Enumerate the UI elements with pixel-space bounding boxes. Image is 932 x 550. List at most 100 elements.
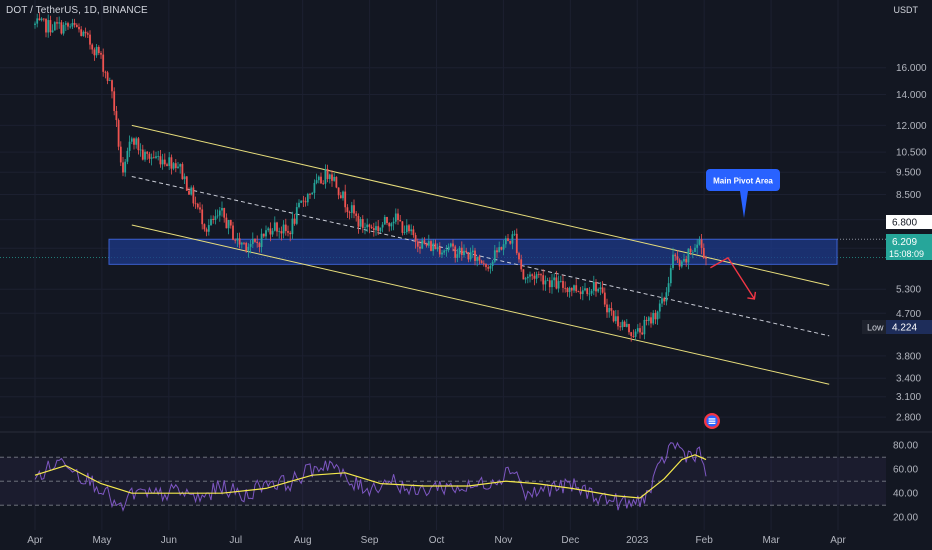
candle	[485, 263, 487, 271]
rsi-ma-line	[34, 454, 707, 499]
candle	[106, 70, 109, 85]
candle	[427, 234, 430, 248]
candle	[185, 175, 188, 191]
candle	[445, 245, 448, 257]
candle	[397, 208, 399, 225]
candle	[592, 275, 595, 296]
candle	[84, 27, 87, 38]
candle	[557, 275, 560, 293]
symbol-title[interactable]: DOT / TetherUS, 1D, BINANCE	[6, 5, 148, 16]
candle	[584, 282, 586, 292]
time-axis[interactable]: Apr May Jun Jul Aug Sep Oct Nov Dec 2023 Feb Mar Apr	[27, 535, 846, 546]
candle	[449, 242, 452, 248]
candle	[335, 176, 338, 189]
time-tick-label: Oct	[429, 535, 445, 546]
candle	[630, 331, 633, 342]
flag-icon[interactable]	[704, 413, 720, 429]
candle	[278, 227, 281, 239]
candle	[364, 222, 366, 235]
candle	[126, 147, 129, 165]
candle	[463, 244, 465, 258]
candle	[273, 216, 276, 232]
candle	[399, 215, 402, 222]
candle	[93, 47, 96, 61]
candle	[210, 215, 212, 226]
time-tick-label: Dec	[561, 535, 579, 546]
candle	[386, 216, 388, 226]
candle	[342, 190, 344, 201]
candle	[460, 241, 463, 261]
channel-upper-line	[131, 124, 830, 286]
candle	[42, 18, 45, 22]
candle	[82, 30, 85, 37]
candle	[179, 163, 182, 174]
svg-text:Low: Low	[867, 323, 884, 333]
candle	[260, 228, 263, 253]
candle	[661, 292, 663, 307]
candle	[612, 310, 615, 323]
candle	[577, 290, 580, 293]
candle	[300, 200, 303, 204]
candle	[258, 241, 261, 253]
candle	[170, 154, 173, 175]
candle	[663, 296, 666, 306]
candle	[232, 221, 234, 241]
candle	[100, 51, 102, 59]
price-tick-label: 5.300	[896, 285, 921, 296]
candle	[243, 242, 245, 245]
candle	[159, 150, 162, 168]
candle	[652, 310, 655, 326]
candle	[58, 16, 61, 29]
last-price-tag: 6.209 15:08:09	[886, 234, 932, 260]
candle	[60, 19, 63, 35]
rsi-tick-label: 60.00	[893, 465, 918, 476]
candle	[590, 288, 593, 296]
svg-text:6.209: 6.209	[892, 237, 917, 248]
candle	[289, 230, 292, 242]
candle	[194, 196, 197, 209]
projection-arrow	[710, 256, 757, 300]
pivot-callout[interactable]: Main Pivot Area	[706, 169, 780, 218]
candle	[471, 245, 474, 258]
price-tick-label: 16.000	[896, 63, 927, 74]
candle	[113, 87, 116, 116]
candle	[700, 234, 703, 255]
candle	[469, 247, 472, 262]
candle	[302, 195, 305, 208]
candle	[588, 287, 591, 301]
callout-text: Main Pivot Area	[713, 177, 773, 186]
candle	[339, 192, 342, 199]
pivot-price-tag: 6.800	[886, 215, 932, 229]
candle	[496, 247, 498, 259]
candle	[617, 310, 619, 330]
candle	[410, 224, 413, 236]
candle	[564, 281, 567, 293]
candle	[157, 150, 160, 161]
rsi-line	[34, 441, 707, 512]
candle	[658, 299, 661, 319]
candle	[89, 30, 91, 50]
candle	[513, 230, 516, 237]
candle	[309, 192, 311, 199]
candle	[691, 249, 694, 259]
candle	[47, 14, 50, 38]
candle	[212, 215, 215, 224]
candle	[69, 23, 72, 29]
rsi-pane[interactable]: 80.00 60.00 40.00 20.00	[0, 441, 918, 524]
candle	[311, 191, 314, 195]
candle	[537, 271, 540, 278]
candle	[201, 204, 204, 230]
candle	[623, 320, 626, 327]
candle	[359, 217, 362, 228]
candle	[119, 141, 122, 167]
candle	[223, 207, 226, 223]
candle	[533, 271, 536, 286]
candle	[518, 251, 520, 263]
candle	[423, 237, 426, 245]
candle	[135, 136, 138, 149]
candle	[581, 286, 584, 301]
candle	[502, 239, 505, 256]
candle	[390, 222, 393, 231]
candle	[586, 287, 589, 297]
